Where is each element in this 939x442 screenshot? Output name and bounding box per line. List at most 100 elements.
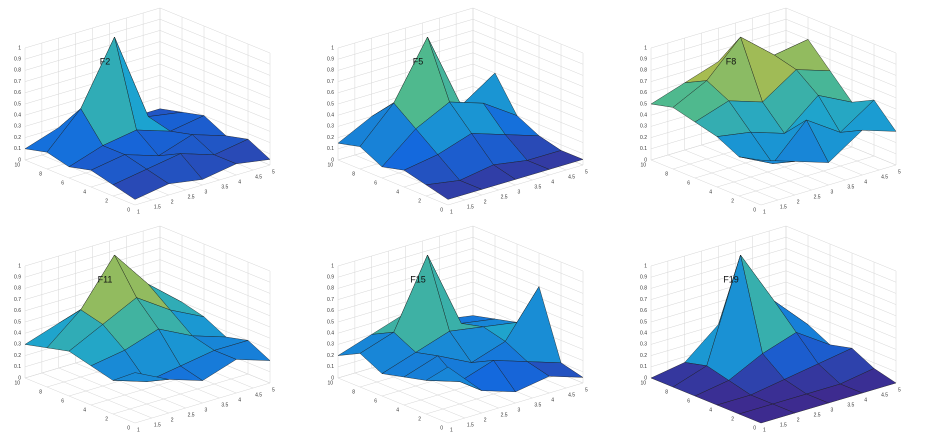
y-tick-label: 4	[709, 189, 712, 195]
grid-line	[24, 159, 136, 206]
grid-line	[785, 236, 897, 283]
x-tick-label: 3	[518, 407, 521, 413]
y-tick-label: 2	[105, 416, 108, 422]
y-tick-label: 10	[14, 380, 20, 386]
z-tick-label: 0.7	[327, 79, 334, 85]
grid-line	[159, 236, 271, 283]
grid-line	[785, 304, 897, 350]
z-tick-label: 0.4	[640, 113, 647, 119]
x-tick-label: 4	[238, 179, 241, 185]
z-tick-label: 0.3	[14, 342, 21, 348]
grid-line	[472, 41, 584, 87]
x-tick-label: 2.5	[501, 194, 508, 200]
z-tick-label: 0.5	[640, 319, 647, 325]
x-tick-label: 2	[171, 417, 174, 423]
x-tick-label: 1.5	[154, 204, 161, 210]
z-tick-label: 0.4	[14, 331, 21, 337]
y-tick-label: 0	[127, 207, 130, 213]
z-tick-label: 0.9	[640, 275, 647, 281]
y-tick-label: 2	[731, 416, 734, 422]
grid-line	[447, 164, 584, 206]
z-tick-label: 0.6	[640, 90, 647, 96]
grid-line	[785, 7, 897, 54]
grid-line	[159, 7, 271, 54]
z-tick-label: 0.8	[327, 68, 334, 74]
y-tick-label: 6	[61, 180, 64, 186]
x-tick-label: 3.5	[221, 402, 228, 408]
x-tick-label: 4	[551, 179, 554, 185]
x-tick-label: 1.5	[780, 422, 787, 428]
x-tick-label: 2	[797, 199, 800, 205]
grid-line	[472, 225, 584, 272]
grid-line	[472, 270, 584, 317]
z-tick-label: 0.7	[640, 297, 647, 303]
y-tick-label: 2	[105, 198, 108, 204]
z-tick-label: 0.8	[327, 286, 334, 292]
chart-title: F5	[413, 56, 424, 66]
z-tick-label: 0.7	[14, 79, 21, 85]
y-tick-label: 8	[39, 171, 42, 177]
grid-line	[159, 248, 271, 294]
y-tick-label: 6	[687, 398, 690, 404]
surface-face	[425, 180, 482, 200]
x-tick-label: 5	[585, 387, 588, 393]
z-tick-label: 0.5	[14, 319, 21, 325]
grid-line	[159, 52, 271, 99]
grid-line	[159, 41, 271, 87]
y-tick-label: 0	[753, 425, 756, 431]
grid-line	[472, 52, 584, 99]
grid-line	[159, 259, 271, 305]
x-tick-label: 3	[831, 189, 834, 195]
z-tick-label: 0.9	[640, 57, 647, 63]
grid-line	[472, 259, 584, 305]
z-tick-label: 0.2	[327, 135, 334, 141]
x-tick-label: 2.5	[814, 412, 821, 418]
z-tick-label: 0.1	[327, 364, 334, 370]
z-tick-label: 0.5	[14, 101, 21, 107]
z-tick-label: 0.9	[327, 57, 334, 63]
x-tick-label: 1.5	[780, 204, 787, 210]
y-tick-label: 8	[665, 171, 668, 177]
x-tick-label: 3	[205, 189, 208, 195]
grid-line	[785, 248, 897, 294]
z-tick-label: 0.8	[640, 286, 647, 292]
z-tick-label: 1	[331, 263, 334, 269]
surface-face	[425, 366, 482, 391]
x-tick-label: 5	[898, 387, 901, 393]
z-tick-label: 0.3	[14, 124, 21, 130]
x-tick-label: 1.5	[154, 422, 161, 428]
surface-face	[738, 403, 795, 424]
x-tick-label: 4	[551, 397, 554, 403]
x-tick-label: 1	[763, 427, 766, 433]
x-tick-label: 3.5	[847, 402, 854, 408]
y-tick-label: 4	[83, 189, 86, 195]
grid-line	[472, 236, 584, 283]
x-tick-label: 4.5	[881, 392, 888, 398]
z-tick-label: 0	[644, 157, 647, 163]
x-tick-label: 4	[864, 397, 867, 403]
z-tick-label: 0.4	[327, 331, 334, 337]
y-tick-label: 2	[731, 198, 734, 204]
x-tick-label: 3	[518, 189, 521, 195]
x-tick-label: 4	[864, 179, 867, 185]
grid-line	[159, 97, 271, 143]
z-tick-label: 0.9	[327, 275, 334, 281]
chart-title: F2	[100, 56, 111, 66]
z-tick-label: 0	[18, 375, 21, 381]
z-tick-label: 0	[18, 157, 21, 163]
z-tick-label: 1	[644, 45, 647, 51]
grid-line	[337, 159, 449, 206]
grid-line	[785, 30, 897, 76]
x-tick-label: 2	[797, 417, 800, 423]
z-tick-label: 0.4	[14, 113, 21, 119]
grid-line	[760, 164, 897, 206]
grid-line	[684, 149, 795, 196]
z-tick-label: 1	[18, 45, 21, 51]
z-tick-label: 0.1	[640, 146, 647, 152]
grid-line	[472, 63, 584, 110]
z-tick-label: 0.7	[640, 79, 647, 85]
grid-line	[337, 377, 449, 424]
y-tick-label: 10	[14, 162, 20, 168]
grid-line	[785, 281, 897, 328]
